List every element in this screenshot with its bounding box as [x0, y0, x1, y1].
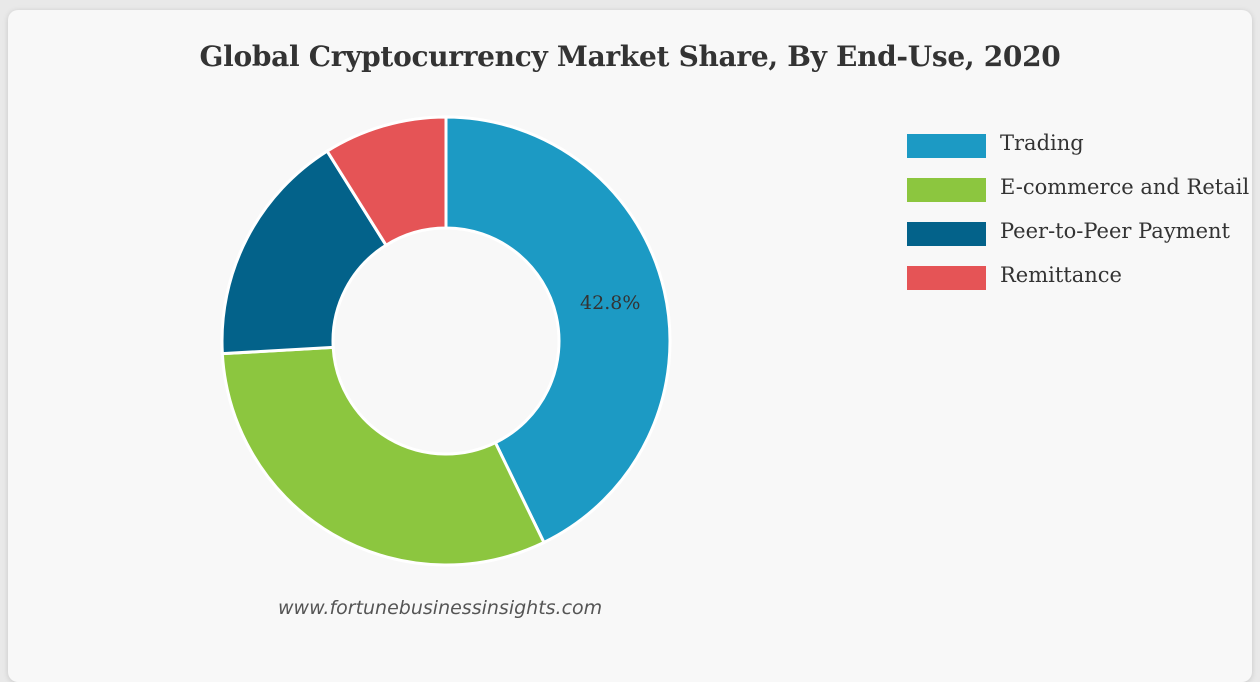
- source-credit: www.fortunebusinessinsights.com: [278, 597, 603, 619]
- legend-label: Trading: [1000, 131, 1084, 155]
- legend-swatch: [907, 222, 986, 246]
- slice-trading[interactable]: [444, 115, 672, 545]
- legend-label: Peer-to-Peer Payment: [1000, 219, 1230, 243]
- legend-label: E-commerce and Retail: [1000, 175, 1250, 199]
- legend-label: Remittance: [1000, 263, 1122, 287]
- slice-e-commerce-and-retail[interactable]: [220, 345, 546, 567]
- legend-swatch: [907, 266, 986, 290]
- slice-remittance[interactable]: [325, 115, 448, 248]
- chart-title: Global Cryptocurrency Market Share, By E…: [199, 40, 1061, 73]
- slice-peer-to-peer-payment[interactable]: [220, 149, 389, 356]
- legend-swatch: [907, 178, 986, 202]
- data-label-trading: 42.8%: [580, 292, 640, 314]
- legend-swatch: [907, 134, 986, 158]
